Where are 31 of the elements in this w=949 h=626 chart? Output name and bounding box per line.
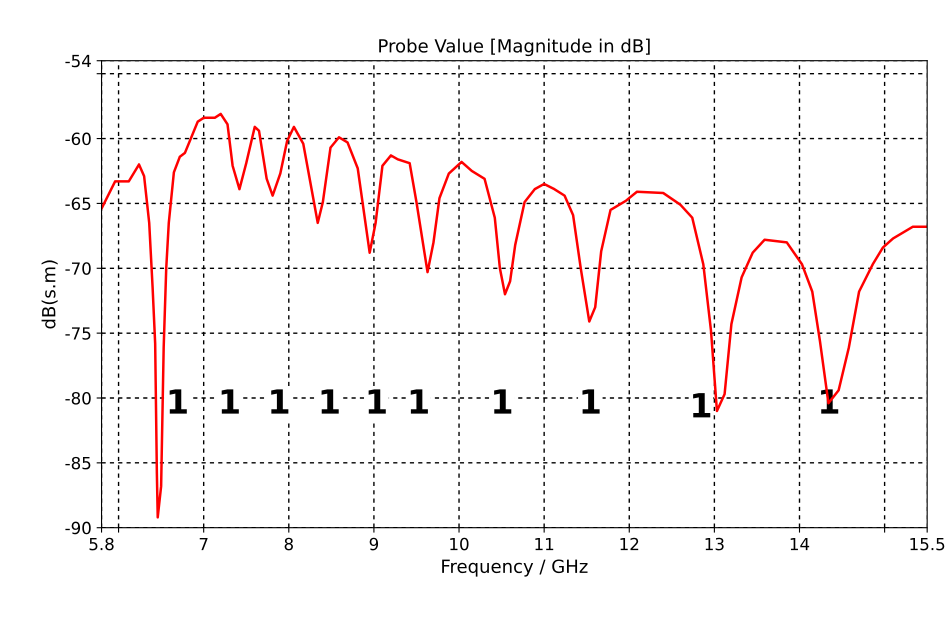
x-tick-label: 7 [200, 538, 208, 550]
annotation: 1 [368, 389, 386, 414]
x-tick-label: 15.5 [910, 538, 944, 550]
y-axis-title: dB(s.m) [42, 260, 58, 329]
y-tick-label: -54 [65, 54, 91, 68]
y-tick-label: -70 [65, 262, 91, 275]
annotation: 1 [693, 393, 710, 418]
annotation: 1 [170, 389, 187, 414]
y-tick-label: -60 [65, 132, 91, 146]
annotation: 1 [271, 389, 288, 414]
x-tick-label: 14 [790, 538, 810, 550]
y-tick-label: -80 [65, 392, 91, 405]
x-tick-label: 9 [370, 538, 378, 550]
x-tick-label: 5.8 [90, 538, 114, 550]
y-tick-label: -85 [65, 456, 90, 470]
chart-title: Probe Value [Magnitude in dB] [379, 38, 650, 56]
x-tick-label: 11 [535, 538, 554, 550]
y-tick-label: -90 [65, 522, 91, 534]
line-series [102, 112, 928, 519]
y-tick-label: -75 [65, 327, 90, 340]
x-tick-label: 13 [706, 538, 724, 550]
annotation: 1 [410, 389, 428, 414]
annotation: 1 [582, 389, 600, 414]
annotation: 1 [494, 389, 512, 414]
x-tick-label: 10 [450, 538, 469, 550]
x-tick-label: 12 [620, 538, 638, 550]
annotation: 1 [222, 389, 239, 414]
x-axis-title: Frequency / GHz [442, 559, 588, 577]
y-tick-label: -65 [65, 197, 90, 210]
x-tick-label: 8 [284, 538, 293, 550]
annotation: 1 [322, 389, 339, 414]
